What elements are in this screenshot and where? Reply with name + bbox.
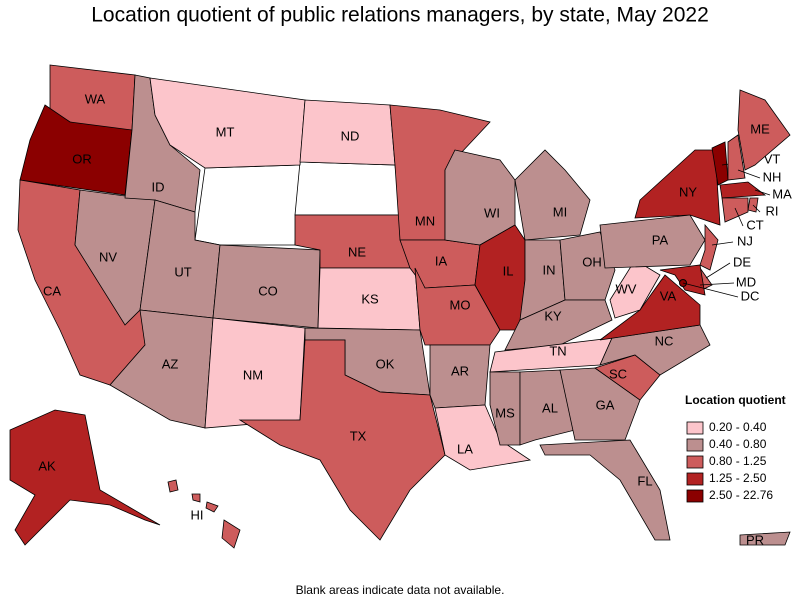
state-label: NC	[655, 333, 674, 348]
leader-line	[737, 169, 761, 179]
state-label: MT	[216, 124, 235, 139]
state-label: ND	[341, 128, 360, 143]
state-label: OK	[376, 356, 395, 371]
legend-label: 0.40 - 0.80	[709, 437, 767, 451]
state-shape	[719, 181, 767, 199]
state-shape	[599, 274, 701, 341]
state-label: LA	[457, 441, 473, 456]
state-shape	[739, 531, 791, 546]
state-shape	[699, 223, 719, 271]
state-label: PA	[652, 232, 669, 247]
state-label: AK	[38, 458, 56, 473]
leader-line	[699, 282, 735, 286]
state-label: ID	[152, 179, 165, 194]
state-shape	[238, 339, 446, 541]
state-shape	[414, 267, 501, 346]
state-shape	[504, 299, 613, 351]
state-shape	[205, 501, 219, 513]
state-label: KS	[361, 291, 379, 306]
state-no-data	[194, 164, 301, 246]
state-label: KY	[544, 308, 562, 323]
state-label: AZ	[162, 356, 179, 371]
state-shape	[167, 479, 179, 493]
state-label: PR	[746, 532, 764, 547]
state-label: OH	[582, 254, 602, 269]
state-label: IA	[435, 253, 448, 268]
state-label: NE	[348, 244, 366, 259]
state-label: OR	[72, 151, 92, 166]
legend-swatch	[686, 438, 704, 452]
state-label: IL	[503, 263, 514, 278]
legend-title: Location quotient	[685, 393, 786, 407]
state-shape	[539, 439, 671, 541]
state-label: MD	[736, 274, 756, 289]
legend-swatch	[686, 455, 704, 469]
state-label: NV	[99, 249, 117, 264]
legend: Location quotient 0.20 - 0.40 0.40 - 0.80…	[685, 393, 786, 503]
state-label: NM	[243, 367, 263, 382]
state-shape	[434, 404, 532, 471]
legend-label: 2.50 - 22.76	[709, 488, 773, 502]
state-label: FL	[637, 473, 652, 488]
leader-line	[711, 241, 734, 246]
state-label: HI	[191, 507, 204, 522]
state-shape	[599, 214, 706, 269]
state-label: DE	[733, 254, 751, 269]
state-label: CA	[43, 283, 61, 298]
state-label: RI	[766, 203, 779, 218]
state-label: IN	[543, 262, 556, 277]
state-label: TN	[549, 343, 566, 358]
leader-line	[682, 282, 739, 298]
state-shape	[489, 371, 521, 446]
state-shape	[514, 149, 591, 241]
state-shape	[559, 231, 616, 301]
state-label: NJ	[737, 233, 753, 248]
state-label: VT	[764, 151, 781, 166]
state-label: NY	[679, 184, 697, 199]
state-label: MI	[553, 204, 567, 219]
state-label: CO	[258, 283, 278, 298]
legend-swatch	[686, 472, 704, 486]
state-shape	[727, 134, 746, 181]
state-label: UT	[174, 264, 191, 279]
state-shape	[9, 409, 161, 546]
state-shape	[519, 369, 576, 446]
state-no-data	[294, 161, 401, 216]
state-label: ME	[750, 121, 770, 136]
leader-line	[754, 189, 771, 196]
leader-line	[734, 207, 744, 227]
state-label: GA	[596, 397, 615, 412]
state-label: AR	[451, 363, 469, 378]
state-shape	[221, 519, 241, 549]
state-label: MS	[495, 405, 515, 420]
state-label: WI	[484, 205, 500, 220]
state-label: SC	[609, 366, 627, 381]
leader-line	[752, 204, 761, 213]
state-label: MA	[772, 186, 792, 201]
state-shape	[634, 149, 721, 226]
state-shape	[721, 197, 749, 223]
state-label: WA	[85, 91, 106, 106]
map: WA OR CA NV ID MT UT AZ CO NM ND NE KS OK TX MN IA MO AR LA…	[9, 64, 792, 549]
legend-swatch	[686, 421, 704, 435]
state-label: MO	[450, 297, 471, 312]
title: Location quotient of public relations ma…	[91, 4, 709, 27]
state-shape	[191, 493, 201, 503]
state-label: AL	[542, 400, 558, 415]
state-label: NH	[763, 169, 782, 184]
leader-line	[705, 262, 731, 279]
footnote: Blank areas indicate data not available.	[296, 583, 505, 597]
state-label: DC	[741, 288, 760, 303]
state-label: TX	[350, 428, 367, 443]
state-shape	[737, 89, 791, 171]
state-label: CT	[746, 217, 763, 232]
state-label: MN	[415, 213, 435, 228]
state-label: WV	[616, 281, 637, 296]
legend-swatch	[686, 489, 704, 503]
legend-label: 0.80 - 1.25	[709, 454, 767, 468]
legend-label: 0.20 - 0.40	[709, 420, 767, 434]
state-label: VA	[660, 288, 677, 303]
legend-label: 1.25 - 2.50	[709, 471, 767, 485]
